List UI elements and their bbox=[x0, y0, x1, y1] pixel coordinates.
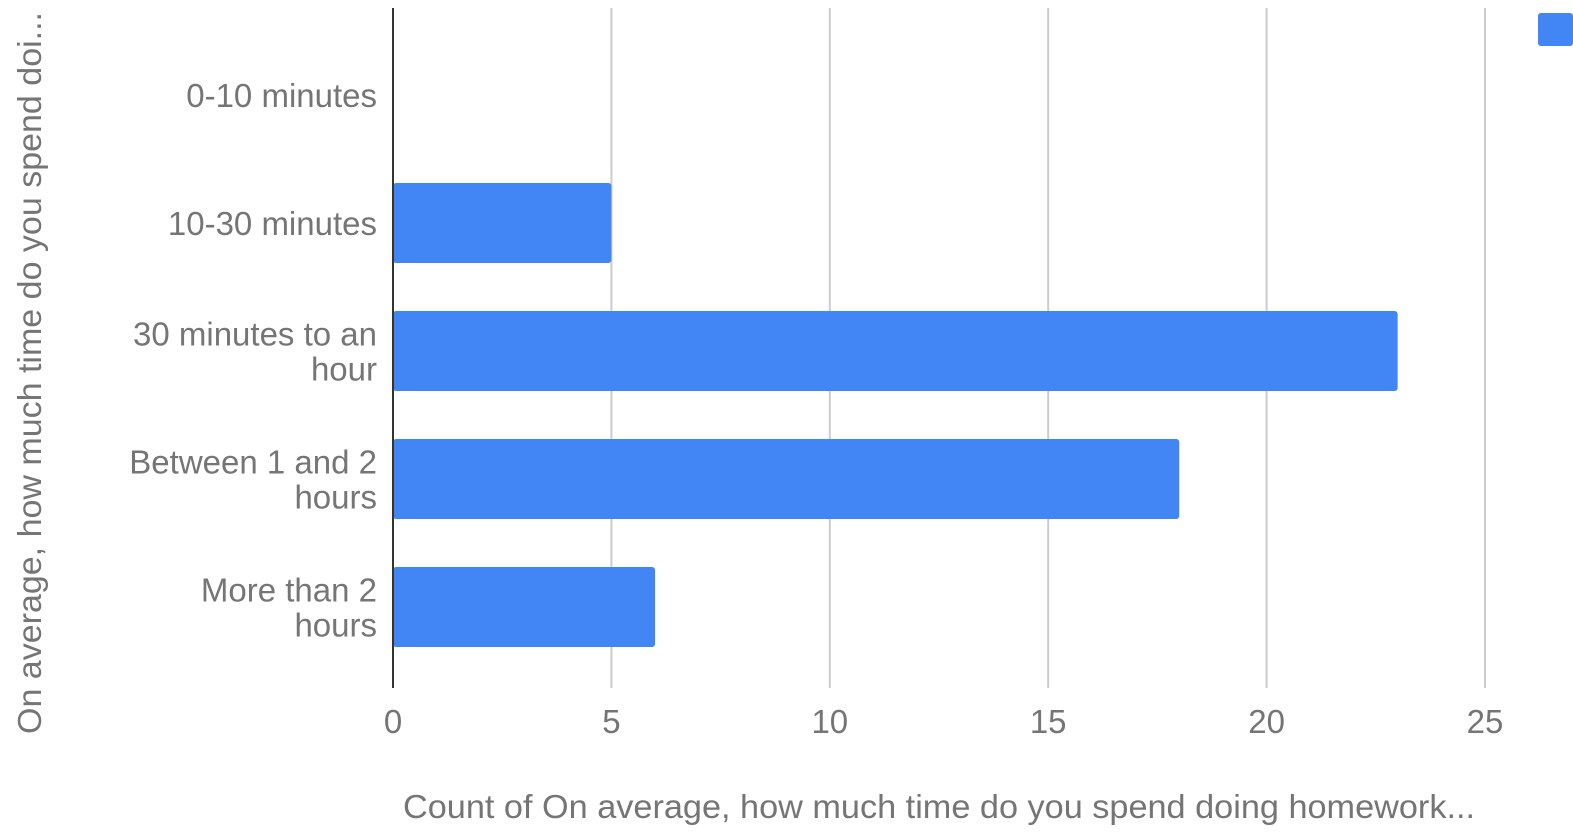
category-label: 0-10 minutes bbox=[186, 77, 377, 114]
x-tick-label: 5 bbox=[602, 703, 620, 740]
x-axis-title: Count of On average, how much time do yo… bbox=[403, 788, 1475, 825]
x-axis-ticks: 0 5 10 15 20 25 bbox=[384, 703, 1504, 740]
bar[interactable] bbox=[393, 311, 1398, 391]
x-tick-label: 25 bbox=[1467, 703, 1504, 740]
category-label: Between 1 and 2 bbox=[129, 443, 377, 480]
x-tick-label: 10 bbox=[811, 703, 848, 740]
category-label: hour bbox=[311, 350, 377, 387]
x-tick-label: 15 bbox=[1030, 703, 1067, 740]
x-tick-label: 0 bbox=[384, 703, 402, 740]
bar[interactable] bbox=[393, 439, 1180, 519]
bar[interactable] bbox=[393, 183, 612, 263]
y-axis-categories: 0-10 minutes 10-30 minutes 30 minutes to a… bbox=[129, 77, 377, 644]
category-label: hours bbox=[294, 478, 377, 515]
bars bbox=[393, 183, 1398, 647]
bar[interactable] bbox=[393, 567, 656, 647]
y-axis-title: On average, how much time do you spend d… bbox=[11, 12, 48, 734]
category-label: hours bbox=[294, 606, 377, 643]
x-tick-label: 20 bbox=[1248, 703, 1285, 740]
category-label: 10-30 minutes bbox=[168, 205, 377, 242]
legend-swatch[interactable] bbox=[1538, 13, 1573, 46]
category-label: More than 2 bbox=[201, 571, 377, 608]
category-label: 30 minutes to an bbox=[133, 315, 377, 352]
